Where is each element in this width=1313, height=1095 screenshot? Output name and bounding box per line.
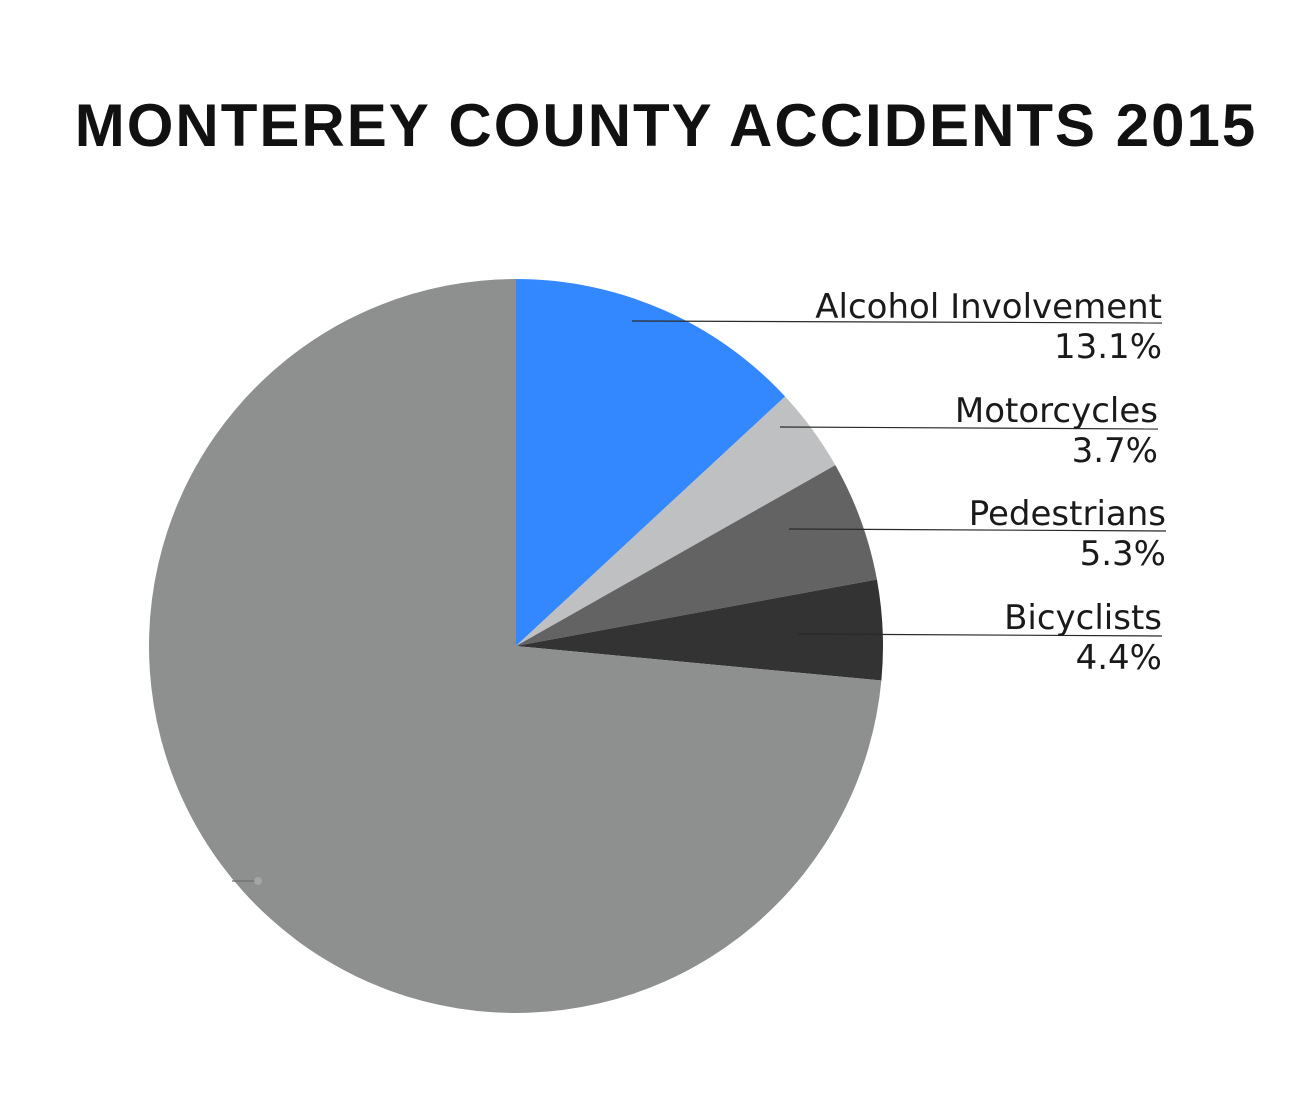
slice-label-motorcycles: Motorcycles [955,391,1158,431]
slice-label-pedestrians: Pedestrians [969,494,1166,534]
slice-value-alcohol-involvement: 13.1% [1054,327,1162,367]
pie-slice-motorcycles [516,396,836,646]
pie-slice-alcohol-involvement [516,279,786,646]
leader-dot-other [254,877,262,885]
pie-slices [148,279,883,1014]
pie-slice-bicyclists [516,579,883,681]
pie-slice-pedestrians [516,465,877,646]
slice-value-motorcycles: 3.7% [1072,431,1158,471]
leader-line-bicyclists [797,633,1163,637]
slice-label-bicyclists: Bicyclists [1004,598,1162,638]
leader-line-pedestrians [788,528,1167,532]
leader-line-motorcycles [779,426,1159,430]
pie-slice-other [148,279,882,1014]
slice-value-bicyclists: 4.4% [1076,638,1162,678]
slice-label-alcohol-involvement: Alcohol Involvement [815,287,1162,327]
leader-lines [232,320,1167,885]
leader-line-alcohol-involvement [631,320,1163,324]
chart-title: MONTEREY COUNTY ACCIDENTS 2015 [75,92,1257,159]
slice-value-pedestrians: 5.3% [1080,534,1166,574]
